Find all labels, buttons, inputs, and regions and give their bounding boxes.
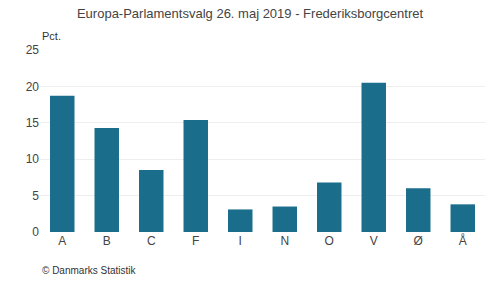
svg-text:N: N (280, 234, 289, 248)
svg-text:C: C (147, 234, 156, 248)
svg-text:Pct.: Pct. (42, 30, 61, 42)
svg-text:Å: Å (459, 233, 467, 248)
svg-text:10: 10 (26, 152, 40, 166)
svg-text:I: I (239, 234, 242, 248)
svg-text:20: 20 (26, 80, 40, 94)
svg-text:V: V (370, 234, 378, 248)
svg-text:A: A (58, 234, 66, 248)
svg-text:© Danmarks Statistik: © Danmarks Statistik (42, 265, 137, 276)
svg-text:O: O (325, 234, 334, 248)
svg-text:Ø: Ø (414, 234, 423, 248)
svg-text:25: 25 (26, 43, 40, 57)
svg-text:15: 15 (26, 116, 40, 130)
svg-text:F: F (192, 234, 199, 248)
svg-text:Europa-Parlamentsvalg 26. maj: Europa-Parlamentsvalg 26. maj 2019 - Fre… (77, 6, 424, 21)
svg-text:0: 0 (32, 225, 39, 239)
svg-text:B: B (103, 234, 111, 248)
svg-text:5: 5 (32, 189, 39, 203)
